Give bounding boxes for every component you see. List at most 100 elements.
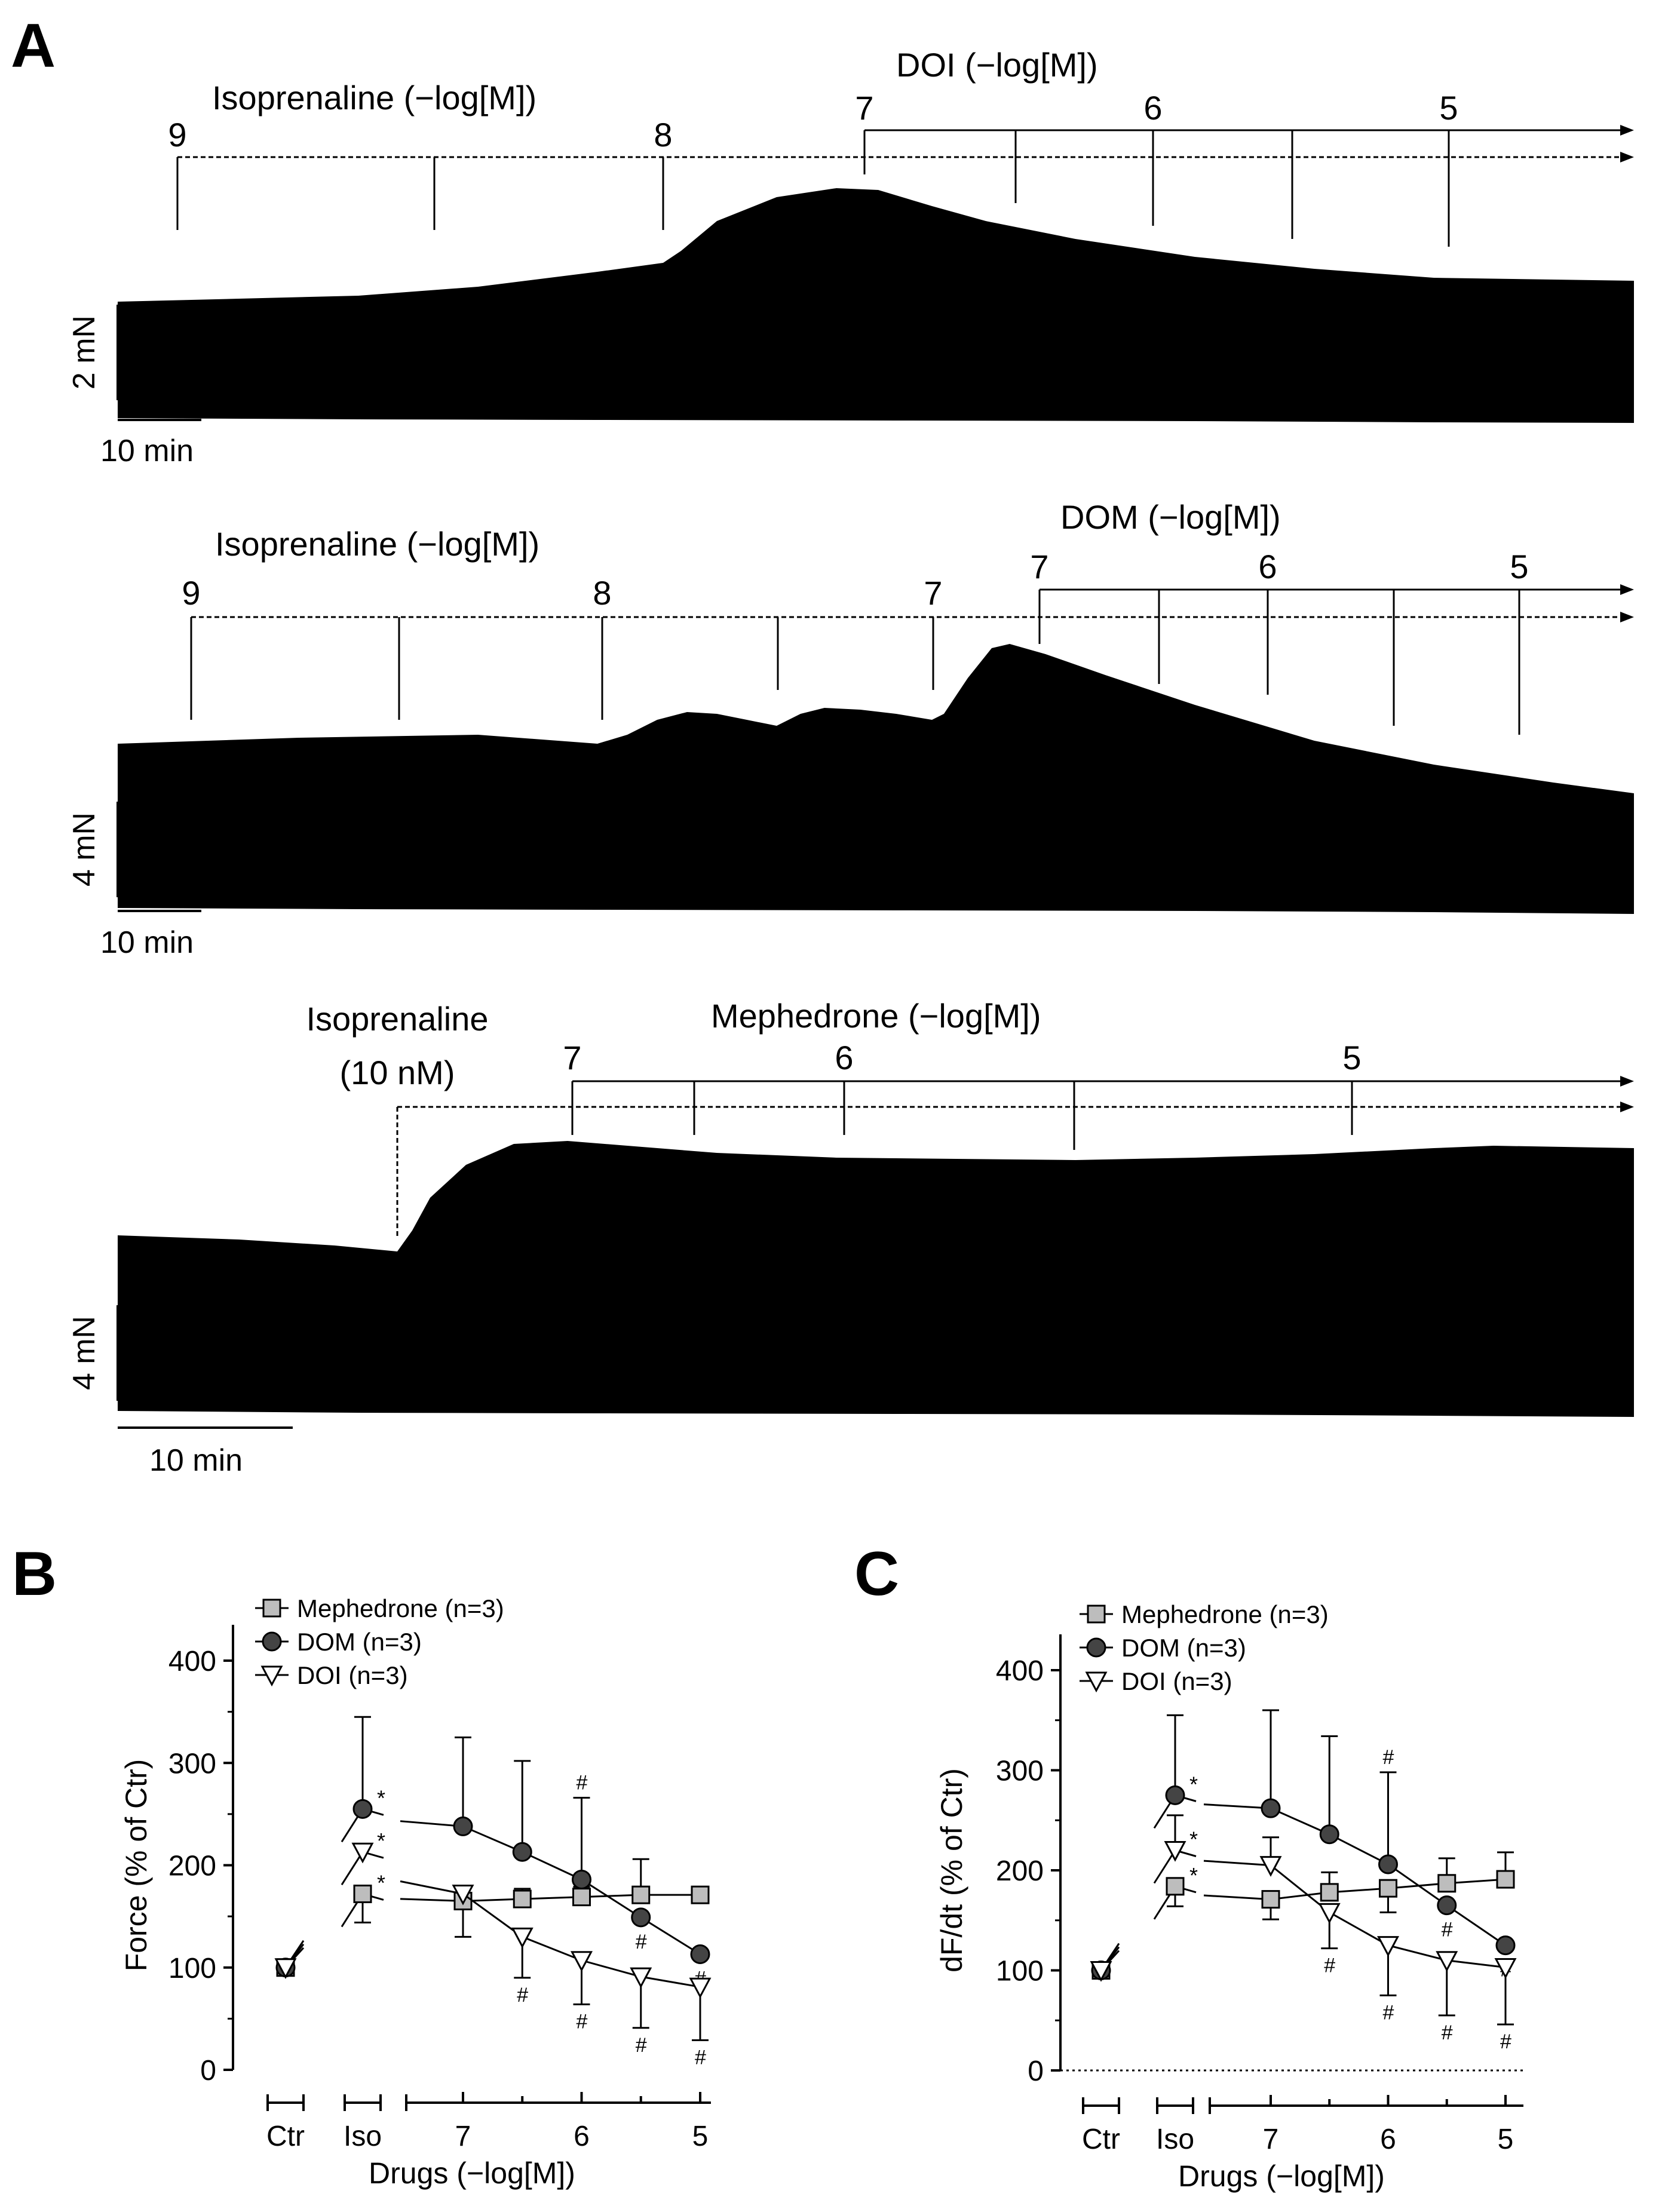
series-triangle-down-iso-marker [1164,1841,1186,1862]
trace-mephedrone-tick-label: 6 [835,1039,853,1076]
trace-dom-force-scale-label: 4 mN [67,812,102,886]
significance-star: * [377,1785,385,1810]
y-tick-label: 400 [168,1646,216,1677]
trace-mephedrone-tick-label: 5 [1342,1039,1361,1076]
x-tick-label: 7 [455,2121,471,2152]
significance-hash: # [1442,1919,1453,1941]
legend-label: DOI (n=3) [297,1661,408,1689]
legend-label: Mephedrone (n=3) [1121,1600,1329,1628]
trace-dom-drug1-label: Isoprenaline (−log[M]) [215,525,539,563]
significance-hash: # [1442,2021,1453,2044]
trace-mephedrone-signal [118,1141,1634,1417]
panel-letter-a: A [11,11,56,81]
series-triangle-down-line [400,1880,701,1988]
trace-dom-drug1-arrowhead [1620,612,1634,622]
significance-hash: # [636,2034,647,2057]
series-square-iso-marker [353,1884,372,1903]
trace-doi-tick-label: 6 [1143,89,1162,127]
trace-dom-tick-label: 6 [1258,548,1277,585]
trace-dom-drug2-label: DOM (−log[M]) [1060,498,1281,536]
chart-dfdt: 0 100 200 300 400 dF/dt (% of Ctr) Ctr Iso 7 6 5 Dr… [935,1600,1523,2193]
series-triangle-down-iso-marker [351,1842,374,1864]
trace-dom-tick-label: 9 [182,574,200,612]
series-square-drug-marker [572,1888,591,1907]
trace-dom-tick-label: 7 [924,574,942,612]
series-triangle-down-iso-connector [1153,1849,1176,1884]
series-circle-iso-marker [1165,1785,1185,1805]
series-square-line [1203,1878,1506,1901]
series-triangle-down-drug-marker [630,1967,652,1989]
significance-star: * [1189,1827,1198,1852]
significance-star: * [377,1870,385,1895]
x-axis-label: Drugs (−log[M]) [369,2156,575,2190]
significance-hash: # [1383,2001,1394,2024]
trace-doi-tick-label: 9 [168,116,186,154]
series-circle-drug-marker [1261,1798,1281,1818]
panel-letter-b: B [12,1539,57,1609]
x-group-label-iso: Iso [344,2121,382,2152]
trace-doi-tick-label: 8 [654,116,672,154]
series-circle-drug-marker [1319,1824,1339,1845]
series-triangle-down-ctr-marker [274,1958,297,1979]
series-square-drug-marker [1437,1874,1457,1893]
y-tick-label: 200 [168,1851,216,1882]
chart-force: 0 100 200 300 400 Force (% of Ctr) Ctr Iso 7 6 5 Dr… [119,1594,712,2190]
series-triangle-down-drug-marker [1494,1958,1517,1979]
trace-mephedrone-drug1-arrowhead [1620,1102,1634,1112]
trace-doi-drug1-label: Isoprenaline (−log[M]) [212,79,536,116]
significance-star: * [377,1828,385,1853]
trace-doi-drug2-arrowhead [1620,125,1634,136]
legend-square-marker [1087,1604,1106,1624]
series-triangle-down-drug-marker [452,1884,474,1906]
legend-label: Mephedrone (n=3) [297,1594,504,1622]
significance-star: * [1189,1863,1198,1888]
significance-hash: # [1324,1955,1335,1977]
y-axis-label: Force (% of Ctr) [119,1759,153,1972]
series-square-drug-marker [1320,1883,1339,1902]
trace-mephedrone: Isoprenaline (10 nM) Mephedrone (−log[M]… [67,997,1634,1478]
series-circle-drug-marker [690,1944,710,1964]
legend-label: DOM (n=3) [297,1628,422,1656]
trace-mephedrone-drug2-arrowhead [1620,1076,1634,1087]
trace-mephedrone-time-scale-label: 10 min [149,1443,243,1478]
significance-hash: # [517,1984,528,2007]
y-tick-label: 300 [996,1756,1044,1787]
series-circle-drug-marker [1378,1854,1398,1874]
trace-dom-tick-label: 8 [593,574,611,612]
legend-label: DOM (n=3) [1121,1634,1246,1662]
y-tick-label: 400 [996,1655,1044,1687]
series-square-line [400,1894,700,1902]
trace-doi: Isoprenaline (−log[M]) DOI (−log[M]) 9 8… [67,46,1634,468]
trace-doi-time-scale-label: 10 min [100,434,194,468]
trace-doi-tick-label: 5 [1439,89,1458,127]
y-tick-label: 0 [200,2055,216,2087]
legend-circle-marker [262,1631,282,1652]
series-triangle-down-iso-connector [341,1851,364,1886]
y-tick-label: 300 [168,1748,216,1780]
x-tick-label: 7 [1263,2124,1279,2155]
series-triangle-down-line [1203,1860,1506,1968]
series-circle-line [1203,1803,1506,1946]
series-triangle-down-drug-marker [511,1927,533,1949]
series-circle-drug-marker [572,1869,591,1889]
significance-hash: # [1500,2030,1511,2053]
significance-hash: # [636,1931,647,1953]
series-circle-drug-marker [1495,1935,1516,1956]
series-triangle-down-drug-marker [689,1977,712,1999]
series-triangle-down-drug-marker [1377,1936,1399,1957]
x-group-label-ctr: Ctr [1082,2124,1120,2155]
x-group-label-ctr: Ctr [266,2121,305,2152]
series-circle-drug-marker [1437,1895,1457,1916]
series-square-drug-marker [631,1885,651,1904]
series-square-drug-marker [1261,1890,1280,1909]
series-circle-line [400,1820,701,1955]
significance-hash: # [695,2046,706,2069]
trace-dom-time-scale-label: 10 min [100,925,194,960]
x-tick-label: 6 [1380,2124,1396,2155]
trace-mephedrone-force-scale-label: 4 mN [67,1316,102,1390]
x-tick-label: 6 [574,2121,590,2152]
trace-dom-tick-label: 5 [1510,548,1528,585]
y-tick-label: 0 [1028,2055,1044,2087]
series-circle-drug-marker [453,1816,473,1836]
trace-mephedrone-drug1-label-2: (10 nM) [340,1054,455,1091]
